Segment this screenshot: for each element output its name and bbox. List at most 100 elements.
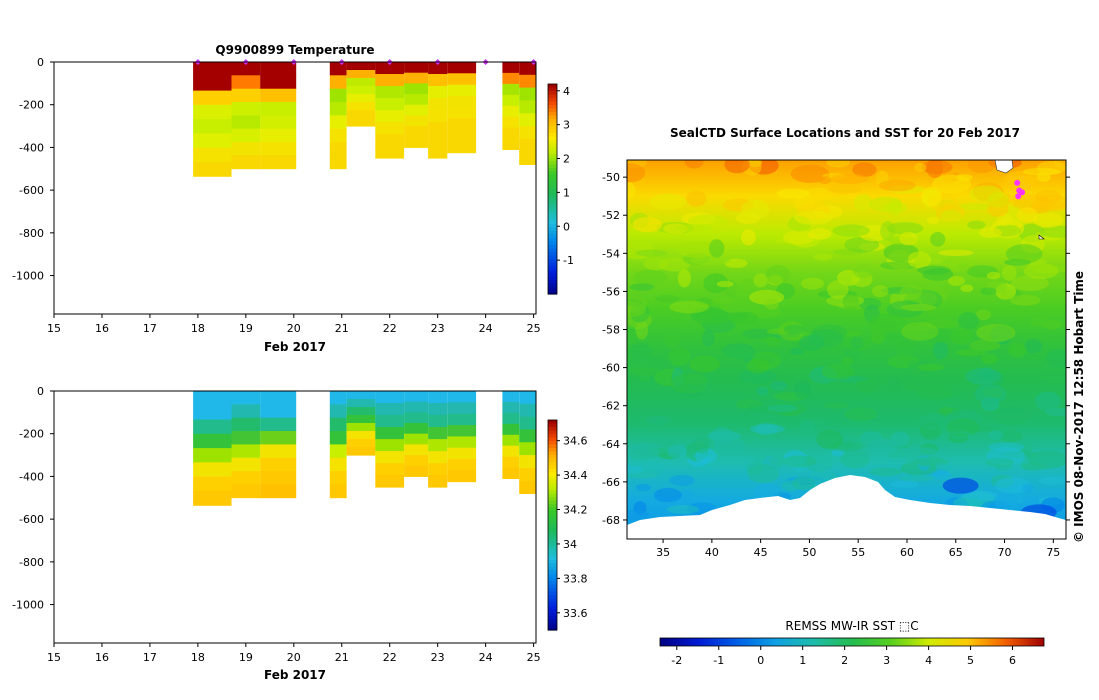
sst-patch: [987, 192, 1009, 208]
y-tick-label: -400: [19, 470, 44, 483]
sst-patch: [627, 325, 636, 340]
profile-cell: [447, 96, 477, 108]
colorbar-segment: [548, 528, 557, 533]
sst-colorbar-tick-label: 1: [799, 654, 806, 667]
colorbar-segment: [548, 108, 557, 113]
sst-colorbar-tick-label: -1: [713, 654, 724, 667]
sst-patch: [917, 363, 944, 371]
profile-cell: [329, 115, 347, 130]
profile-column: [346, 391, 376, 456]
profile-cell: [502, 391, 520, 403]
profile-cell: [231, 417, 261, 432]
profile-cell: [329, 471, 347, 485]
salinity-x-label: Feb 2017: [264, 668, 326, 682]
colorbar-segment: [548, 532, 557, 537]
profile-cell: [193, 491, 232, 506]
profile-cell: [346, 94, 376, 103]
profile-cell: [428, 110, 448, 123]
sst-patch: [933, 340, 948, 360]
sst-patch: [926, 216, 940, 225]
colorbar-segment: [548, 185, 557, 190]
profile-cell: [502, 456, 520, 469]
profile-cell: [329, 391, 347, 405]
profile-cell: [231, 391, 261, 405]
profile-cell: [502, 94, 520, 107]
colorbar-segment: [548, 122, 557, 127]
x-tick-label: 20: [287, 322, 301, 335]
colorbar-segment: [548, 497, 557, 502]
sst-patch: [750, 424, 786, 434]
lat-tick-label: -50: [602, 171, 620, 184]
y-tick-label: -800: [19, 556, 44, 569]
profile-cell: [519, 126, 536, 140]
lat-tick-label: -60: [602, 362, 620, 375]
sst-patch: [928, 257, 943, 265]
colorbar-segment: [548, 570, 557, 575]
sst-patch: [690, 255, 731, 266]
profile-cell: [502, 127, 520, 140]
x-tick-label: 19: [239, 651, 253, 664]
colorbar-segment: [548, 287, 557, 292]
profile-cell: [346, 62, 376, 71]
sst-patch: [821, 363, 855, 380]
sst-patch: [917, 265, 952, 275]
profile-cell: [375, 62, 405, 75]
sst-patch: [901, 322, 939, 341]
antarctic-land: [627, 475, 1066, 539]
colorbar-segment: [548, 115, 557, 120]
colorbar-segment: [548, 444, 557, 449]
colorbar-tick-label: 34.6: [563, 435, 588, 448]
profile-cell: [519, 113, 536, 127]
colorbar-segment: [548, 178, 557, 183]
sst-colorbar: [659, 637, 1045, 647]
profile-cell: [260, 88, 297, 103]
profile-cell: [193, 391, 232, 406]
profile-cell: [404, 465, 429, 477]
colorbar-segment: [548, 560, 557, 565]
x-tick-label: 21: [335, 651, 349, 664]
sst-patch: [669, 474, 695, 486]
colorbar-segment: [548, 220, 557, 225]
sst-patch: [753, 273, 768, 288]
lat-tick-label: -54: [602, 247, 620, 260]
temperature-x-label: Feb 2017: [264, 340, 326, 354]
sst-patch: [636, 433, 663, 442]
profile-cell: [346, 391, 376, 400]
colorbar-segment: [548, 231, 557, 236]
sst-patch: [658, 257, 690, 272]
colorbar-segment: [548, 203, 557, 208]
profile-cell: [404, 62, 429, 74]
sst-patch: [746, 358, 770, 374]
colorbar-segment: [548, 577, 557, 582]
colorbar-segment: [548, 133, 557, 138]
sst-patch: [1039, 225, 1066, 238]
sst-field: [627, 160, 1066, 539]
colorbar-segment: [548, 252, 557, 257]
colorbar-segment: [548, 469, 557, 474]
x-tick-label: 18: [191, 322, 205, 335]
profile-cell: [329, 444, 347, 459]
profile-cell: [346, 118, 376, 127]
profile-column: [404, 62, 429, 148]
colorbar-tick-label: 3: [563, 119, 570, 132]
colorbar-segment: [548, 581, 557, 586]
profile-cell: [404, 94, 429, 106]
sst-patch: [627, 465, 644, 474]
sst-patch: [1034, 391, 1061, 411]
profile-cell: [329, 417, 347, 432]
lat-tick-label: -66: [602, 476, 620, 489]
profile-cell: [447, 413, 477, 426]
sst-patch: [635, 249, 668, 257]
sst-patch: [988, 430, 1004, 440]
colorbar-segment: [548, 143, 557, 148]
profile-cell: [502, 72, 520, 85]
colorbar-segment: [548, 504, 557, 509]
sst-patch: [980, 287, 997, 296]
colorbar-segment: [548, 276, 557, 281]
colorbar-segment: [548, 465, 557, 470]
profile-cell: [375, 475, 405, 488]
sst-patch: [975, 309, 992, 321]
profile-cell: [231, 128, 261, 143]
y-tick-label: -1000: [12, 270, 44, 283]
profile-cell: [447, 84, 477, 97]
